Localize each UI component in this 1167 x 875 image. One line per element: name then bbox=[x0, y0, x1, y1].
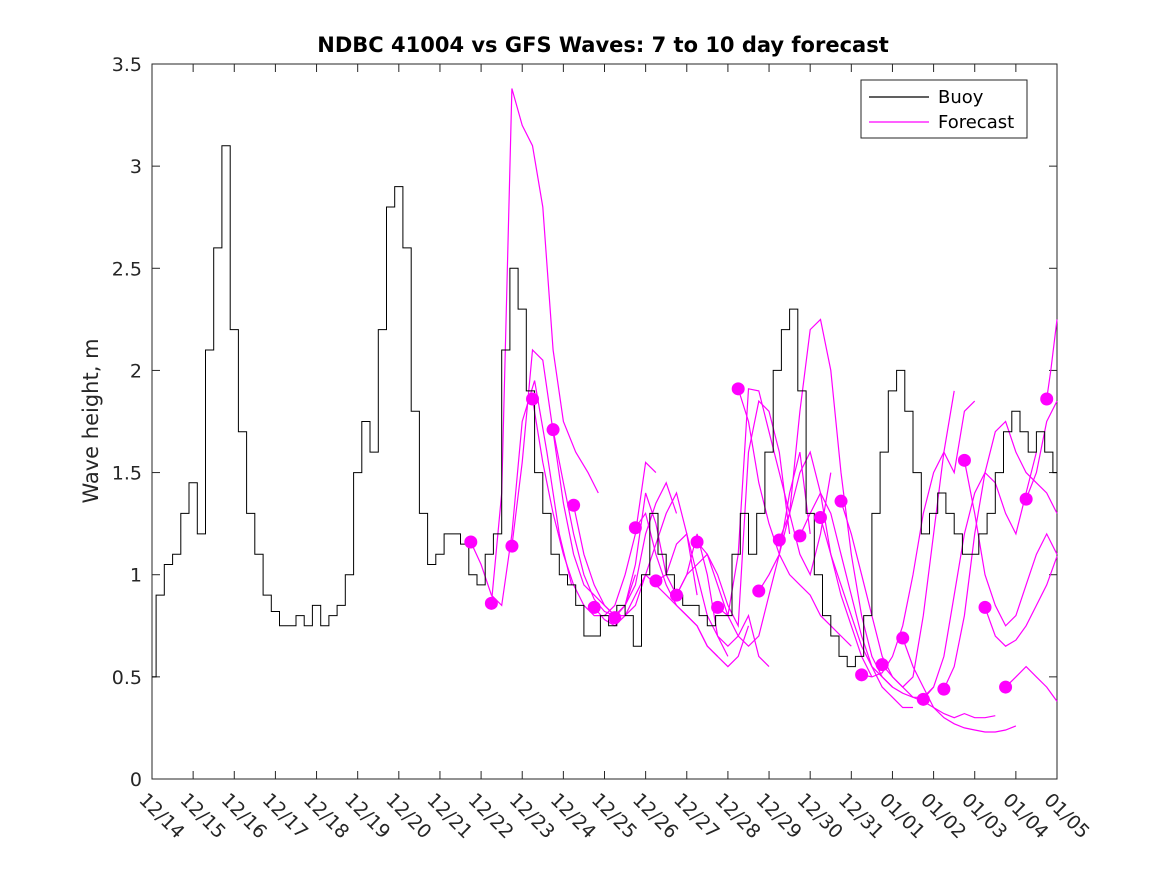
x-tick-label: 12/16 bbox=[217, 789, 271, 843]
x-tick-label: 12/26 bbox=[628, 789, 682, 843]
x-tick-label: 12/24 bbox=[546, 789, 600, 843]
x-tick-label: 12/14 bbox=[134, 789, 188, 843]
forecast-line bbox=[984, 556, 1058, 647]
forecast-line bbox=[1005, 665, 1058, 702]
forecast-line bbox=[614, 492, 729, 657]
forecast-line bbox=[778, 318, 893, 688]
forecast-marker bbox=[628, 521, 642, 535]
x-tick-label: 12/15 bbox=[176, 789, 230, 843]
y-tick-label: 2 bbox=[130, 360, 142, 382]
forecast-marker bbox=[896, 631, 910, 645]
forecast-marker bbox=[505, 539, 519, 553]
forecast-marker bbox=[999, 680, 1013, 694]
forecast-marker bbox=[567, 498, 581, 512]
forecast-line bbox=[943, 420, 1058, 690]
x-tick-label: 12/17 bbox=[258, 789, 312, 843]
x-tick-label: 12/22 bbox=[464, 789, 518, 843]
y-tick-label: 0 bbox=[130, 769, 142, 791]
forecast-marker bbox=[752, 584, 766, 598]
forecast-line bbox=[819, 517, 935, 698]
x-tick-label: 01/03 bbox=[957, 789, 1011, 843]
forecast-marker bbox=[916, 692, 930, 706]
forecast-marker bbox=[937, 682, 951, 696]
y-tick-label: 1 bbox=[130, 565, 142, 587]
chart-title: NDBC 41004 vs GFS Waves: 7 to 10 day for… bbox=[317, 33, 888, 57]
forecast-line bbox=[634, 511, 750, 668]
forecast-marker bbox=[772, 533, 786, 547]
forecast-line bbox=[573, 491, 698, 617]
forecast-line bbox=[881, 664, 996, 719]
forecast-line bbox=[470, 380, 573, 607]
y-tick-label: 3 bbox=[130, 156, 142, 178]
legend-label-buoy: Buoy bbox=[938, 87, 984, 108]
forecast-marker bbox=[711, 600, 725, 614]
buoy-line bbox=[152, 145, 1057, 678]
forecast-line bbox=[717, 388, 832, 617]
forecast-marker bbox=[649, 574, 663, 588]
forecast-line bbox=[902, 637, 1017, 733]
forecast-line bbox=[675, 399, 791, 629]
x-tick-label: 12/20 bbox=[381, 789, 435, 843]
forecast-marker bbox=[855, 668, 869, 682]
plot-area: 00.511.522.533.512/1412/1512/1612/1712/1… bbox=[112, 54, 1094, 843]
forecast-marker bbox=[813, 511, 827, 525]
forecast-marker bbox=[690, 535, 704, 549]
forecast-marker bbox=[484, 596, 498, 610]
forecast-marker bbox=[1040, 392, 1054, 406]
forecast-marker bbox=[957, 453, 971, 467]
x-tick-label: 12/29 bbox=[752, 789, 806, 843]
forecast-line bbox=[1046, 319, 1058, 400]
forecast-marker bbox=[587, 600, 601, 614]
y-tick-label: 0.5 bbox=[112, 667, 142, 689]
forecast-line bbox=[758, 450, 873, 678]
x-tick-label: 01/04 bbox=[998, 789, 1052, 843]
forecast-marker bbox=[546, 423, 560, 437]
legend-box bbox=[860, 79, 1028, 139]
x-tick-label: 12/21 bbox=[422, 789, 476, 843]
legend: Buoy Forecast bbox=[860, 79, 1028, 139]
x-tick-label: 01/05 bbox=[1039, 789, 1093, 843]
y-tick-label: 2.5 bbox=[112, 258, 142, 280]
legend-label-forecast: Forecast bbox=[938, 112, 1014, 133]
x-tick-label: 01/02 bbox=[916, 789, 970, 843]
forecast-marker bbox=[669, 588, 683, 602]
forecast-line bbox=[696, 451, 811, 648]
y-tick-label: 1.5 bbox=[112, 463, 142, 485]
x-tick-label: 12/23 bbox=[505, 789, 559, 843]
forecast-line bbox=[963, 460, 1058, 627]
x-tick-label: 12/31 bbox=[834, 789, 888, 843]
x-tick-label: 12/18 bbox=[299, 789, 353, 843]
forecast-line bbox=[799, 491, 913, 709]
forecast-line bbox=[1025, 400, 1058, 500]
x-tick-label: 12/28 bbox=[710, 789, 764, 843]
forecast-marker bbox=[731, 382, 745, 396]
y-tick-label: 3.5 bbox=[112, 54, 142, 76]
forecast-line bbox=[861, 400, 976, 678]
x-tick-label: 12/19 bbox=[340, 789, 394, 843]
x-tick-label: 12/27 bbox=[669, 789, 723, 843]
x-tick-label: 12/30 bbox=[793, 789, 847, 843]
forecast-line bbox=[922, 451, 1037, 700]
forecast-line bbox=[490, 88, 599, 604]
forecast-marker bbox=[793, 529, 807, 543]
y-axis-label: Wave height, m bbox=[79, 338, 103, 503]
forecast-marker bbox=[526, 392, 540, 406]
axes-box bbox=[151, 63, 1058, 780]
forecast-marker bbox=[1019, 492, 1033, 506]
x-tick-label: 12/25 bbox=[587, 789, 641, 843]
forecast-marker bbox=[608, 611, 622, 625]
forecast-marker bbox=[978, 600, 992, 614]
forecast-marker bbox=[834, 494, 848, 508]
forecast-line bbox=[737, 388, 852, 647]
forecast-marker bbox=[464, 535, 478, 549]
forecast-marker bbox=[875, 658, 889, 672]
x-tick-label: 01/01 bbox=[875, 789, 929, 843]
